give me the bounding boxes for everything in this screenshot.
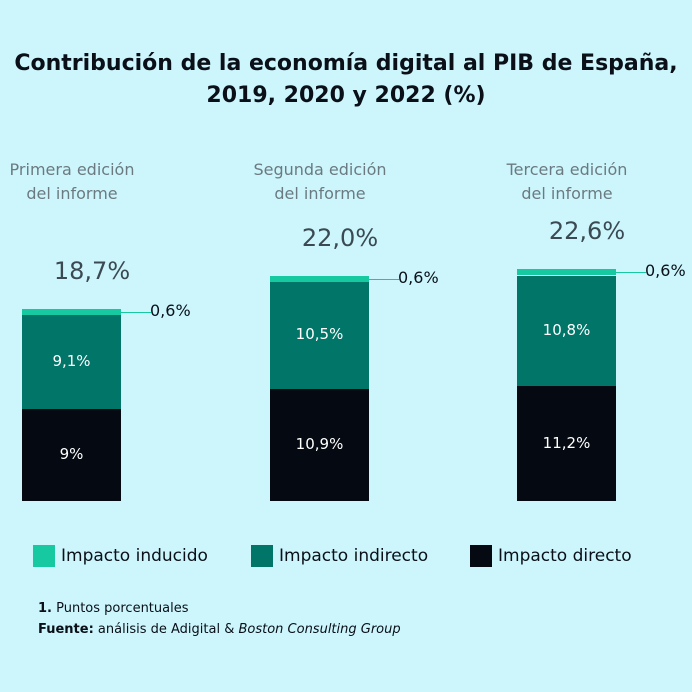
total-label: 22,6%	[548, 217, 626, 246]
segment-value-label: 10,9%	[295, 435, 344, 454]
induced-value-label: 0,6%	[150, 301, 191, 321]
total-label: 22,0%	[301, 223, 379, 252]
legend-swatch	[251, 545, 273, 567]
bar-segment-impacto-inducido	[270, 275, 369, 282]
legend-label: Impacto directo	[498, 546, 632, 566]
segment-value-label: 10,5%	[295, 325, 344, 344]
bar-segment-impacto-directo	[22, 408, 121, 501]
legend-swatch	[33, 545, 55, 567]
leader-line	[616, 272, 646, 274]
legend-direct: Impacto directo	[470, 545, 632, 567]
footnote-number: 1.	[38, 601, 52, 616]
source-label: Fuente:	[38, 622, 94, 637]
bar-segment-impacto-inducido	[517, 269, 616, 276]
segment-value-label: 9,1%	[52, 352, 91, 371]
edition-line: Segunda edición	[253, 160, 387, 179]
edition-line: Primera edición	[9, 160, 135, 179]
induced-value-label: 0,6%	[398, 267, 439, 287]
leader-line	[121, 312, 151, 314]
legend-indirect: Impacto indirecto	[251, 545, 428, 567]
edition-line: del informe	[274, 184, 366, 203]
title-line-2: 2019, 2020 y 2022 (%)	[206, 83, 486, 108]
bar-segment-impacto-inducido	[22, 309, 121, 316]
bar-segment-impacto-directo	[270, 389, 369, 501]
bar-segment-impacto-indirecto	[270, 281, 369, 390]
edition-line: del informe	[521, 184, 613, 203]
source-note: Fuente: análisis de Adigital & Boston Co…	[38, 622, 401, 637]
bar-segment-impacto-directo	[517, 386, 616, 501]
bar-segment-impacto-indirecto	[517, 275, 616, 387]
source-text: análisis de Adigital &	[93, 622, 239, 637]
edition-label: Primera edición del informe	[0, 158, 172, 206]
leader-line	[369, 278, 399, 280]
footnote-text: Puntos porcentuales	[51, 601, 189, 616]
bar-segment-impacto-indirecto	[22, 315, 121, 409]
legend-swatch	[470, 545, 492, 567]
edition-line: del informe	[26, 184, 118, 203]
total-label: 18,7%	[53, 257, 131, 286]
source-italic: Boston Consulting Group	[238, 622, 401, 637]
legend-label: Impacto indirecto	[279, 546, 429, 566]
segment-value-label: 9%	[59, 444, 84, 463]
legend-induced: Impacto inducido	[33, 545, 208, 567]
segment-value-label: 10,8%	[542, 320, 591, 339]
segment-value-label: 11,2%	[542, 433, 591, 452]
edition-label: Segunda edición del informe	[220, 158, 420, 206]
induced-value-label: 0,6%	[645, 261, 686, 281]
legend-label: Impacto inducido	[61, 546, 208, 566]
title-line-1: Contribución de la economía digital al P…	[14, 51, 678, 76]
chart-title: Contribución de la economía digital al P…	[0, 48, 692, 112]
footnote: 1. Puntos porcentuales	[38, 601, 189, 616]
edition-line: Tercera edición	[506, 160, 628, 179]
edition-label: Tercera edición del informe	[467, 158, 667, 206]
